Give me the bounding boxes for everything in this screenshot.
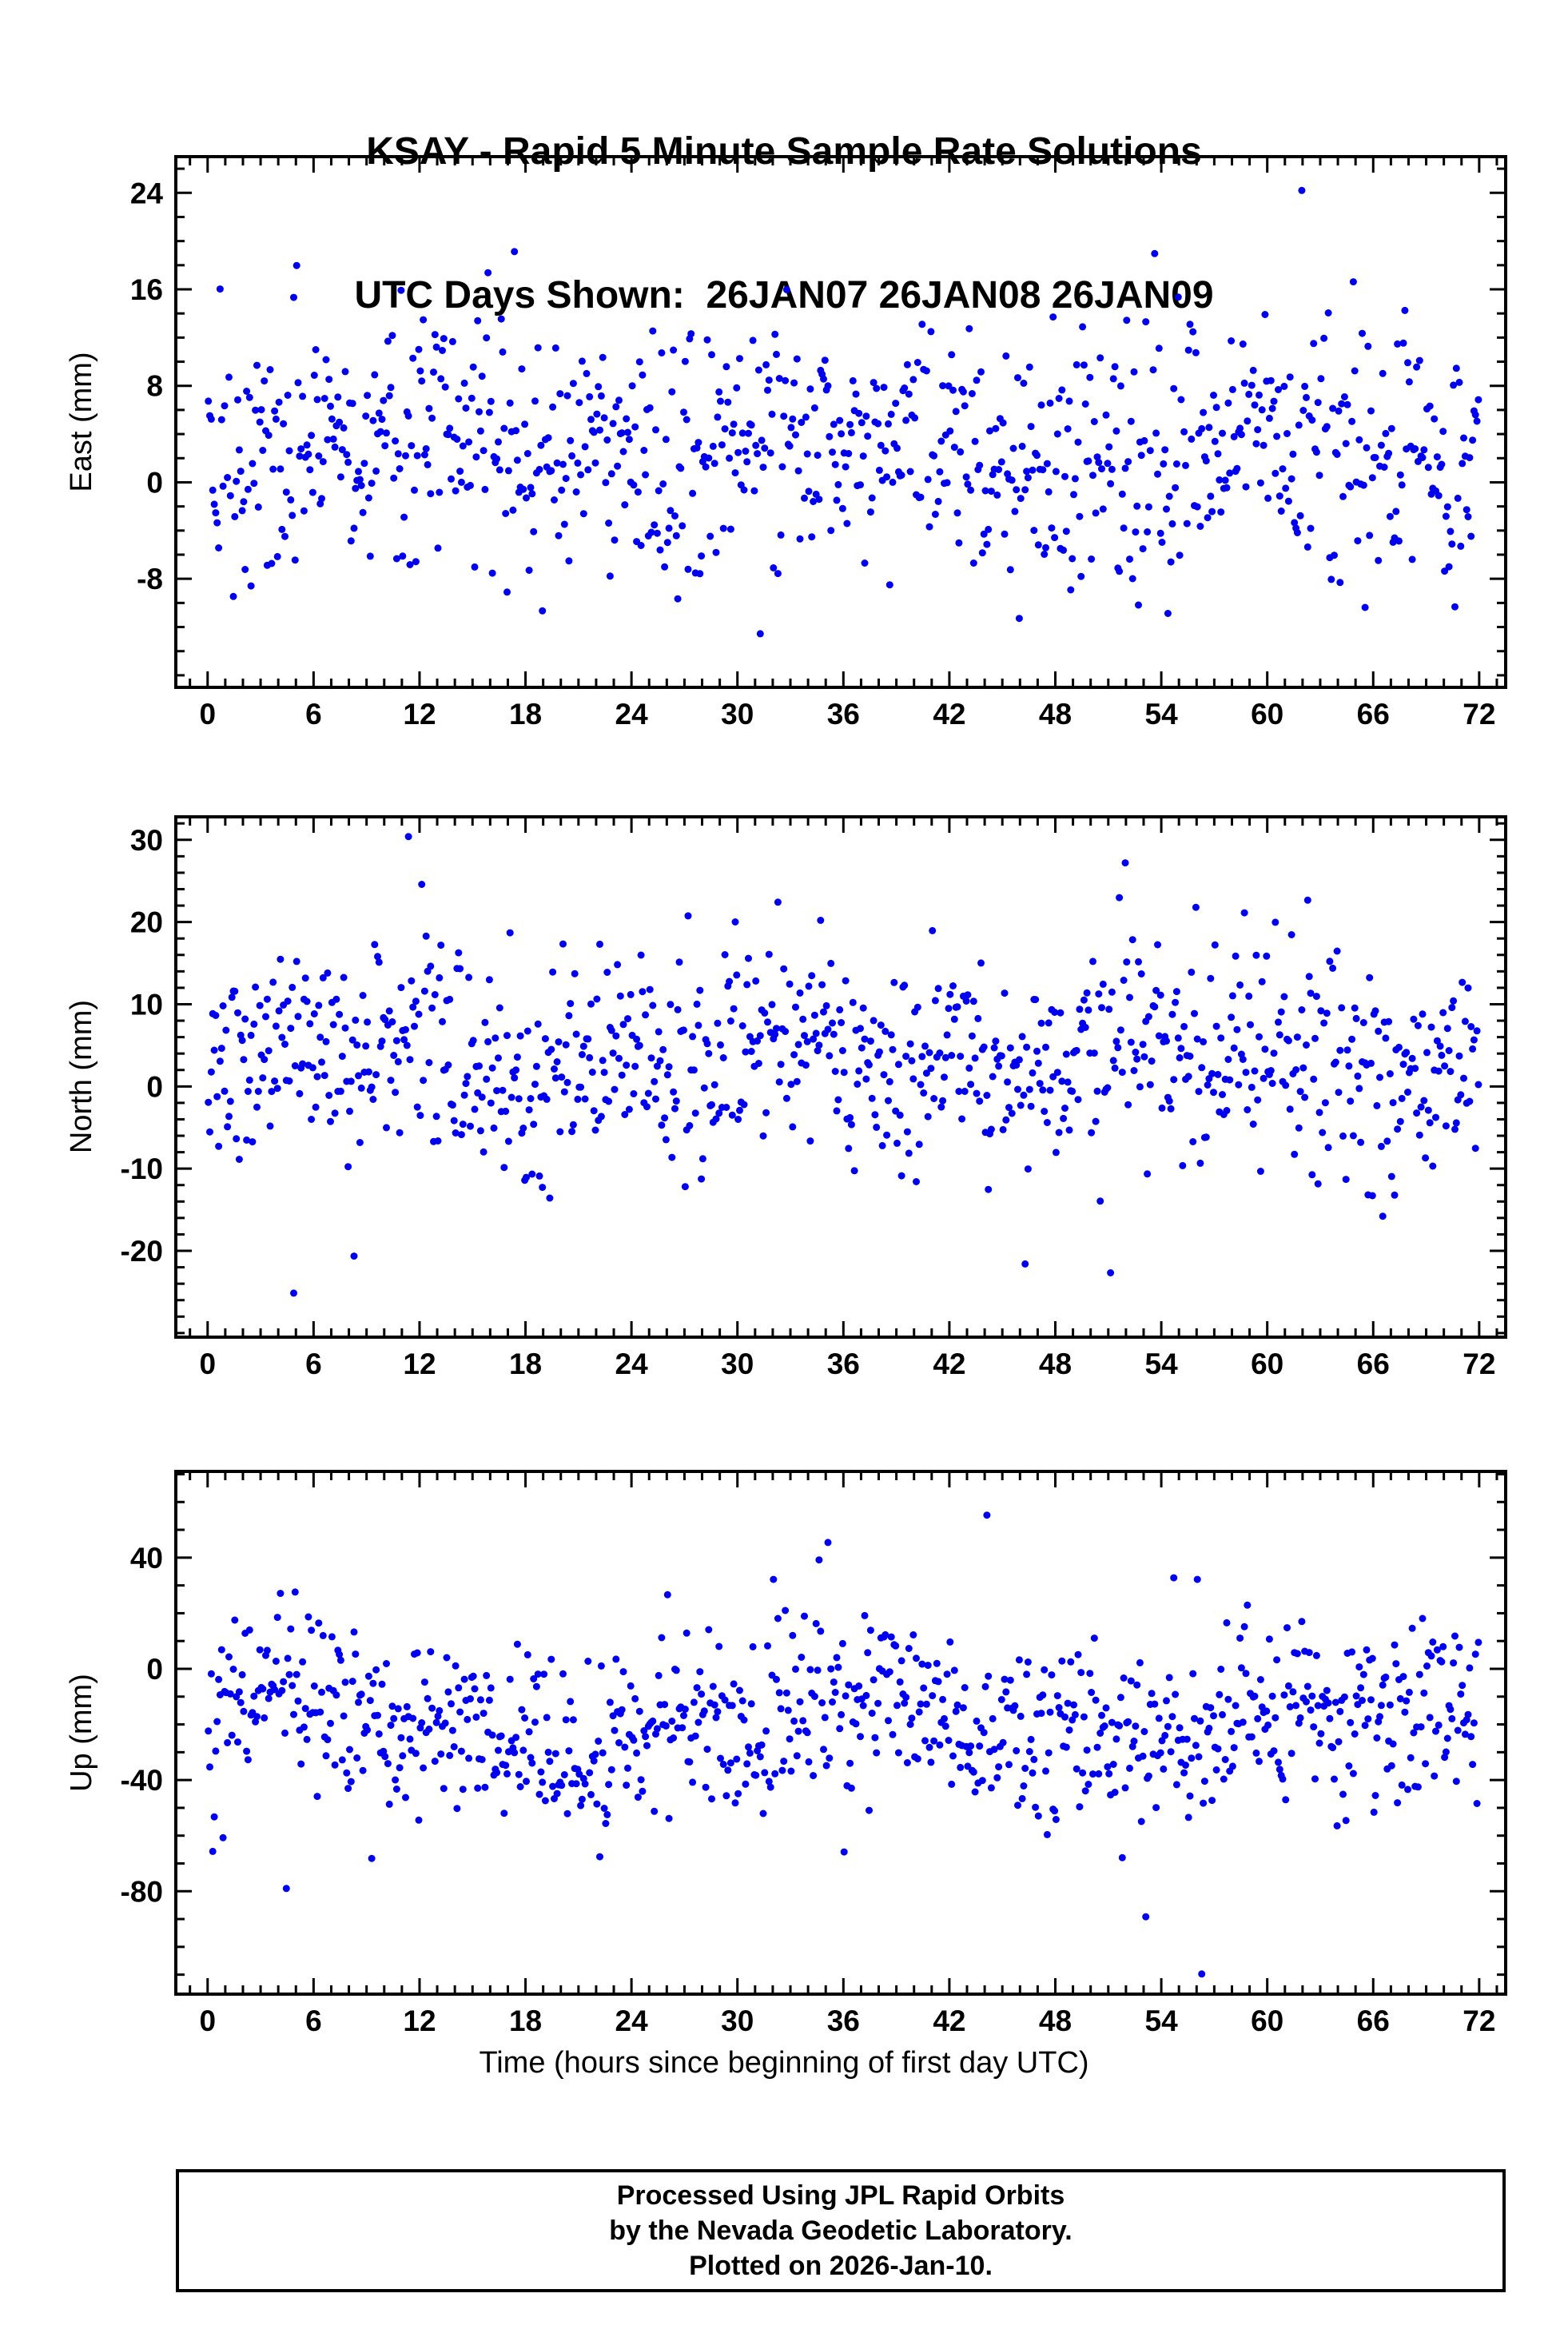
svg-text:6: 6 xyxy=(305,1348,322,1380)
svg-text:12: 12 xyxy=(403,1348,436,1380)
svg-text:30: 30 xyxy=(721,1348,754,1380)
east-panel: 0 6 12 18 24 30 36 42 48 54 60 66 72 -8 0 8 16 24 xyxy=(130,155,1507,731)
svg-text:6: 6 xyxy=(305,698,322,731)
svg-text:6: 6 xyxy=(305,2005,322,2037)
svg-text:48: 48 xyxy=(1039,2005,1072,2037)
svg-text:16: 16 xyxy=(130,273,163,306)
svg-text:12: 12 xyxy=(403,2005,436,2037)
svg-text:30: 30 xyxy=(721,698,754,731)
svg-text:36: 36 xyxy=(827,1348,860,1380)
svg-text:12: 12 xyxy=(403,698,436,731)
svg-text:42: 42 xyxy=(933,698,965,731)
svg-text:54: 54 xyxy=(1145,698,1179,731)
plot-title-line2: UTC Days Shown: 26JAN07 26JAN08 26JAN09 xyxy=(354,274,1214,317)
svg-text:36: 36 xyxy=(827,2005,860,2037)
svg-text:20: 20 xyxy=(130,906,163,939)
up-axis-label: Up (mm) xyxy=(65,1674,98,1792)
processing-note-box: Processed Using JPL Rapid Orbits by the … xyxy=(176,2169,1506,2292)
svg-text:36: 36 xyxy=(827,698,860,731)
svg-text:0: 0 xyxy=(199,2005,216,2037)
svg-text:0: 0 xyxy=(146,1653,163,1686)
svg-text:42: 42 xyxy=(933,2005,965,2037)
east-axis-label: East (mm) xyxy=(65,352,98,492)
svg-text:60: 60 xyxy=(1251,1348,1283,1380)
svg-text:24: 24 xyxy=(615,2005,649,2037)
svg-text:24: 24 xyxy=(130,177,164,209)
svg-text:24: 24 xyxy=(615,1348,649,1380)
svg-text:54: 54 xyxy=(1145,2005,1179,2037)
svg-text:48: 48 xyxy=(1039,1348,1072,1380)
svg-text:18: 18 xyxy=(509,698,542,731)
svg-text:72: 72 xyxy=(1463,2005,1495,2037)
svg-text:0: 0 xyxy=(146,466,163,499)
plot-title: KSAY - Rapid 5 Minute Sample Rate Soluti… xyxy=(0,32,1568,416)
svg-text:-40: -40 xyxy=(121,1764,163,1797)
up-panel: 0 6 12 18 24 30 36 42 48 54 60 66 72 -80 -40 0 40 xyxy=(121,1470,1507,2037)
svg-text:54: 54 xyxy=(1145,1348,1179,1380)
svg-text:8: 8 xyxy=(146,370,163,403)
north-panel: 0 6 12 18 24 30 36 42 48 54 60 66 72 -20 -10 0 10 20 30 xyxy=(121,815,1507,1380)
svg-text:0: 0 xyxy=(199,1348,216,1380)
svg-text:10: 10 xyxy=(130,988,163,1021)
time-axis-label: Time (hours since beginning of first day… xyxy=(479,2046,1089,2080)
svg-text:-10: -10 xyxy=(121,1153,163,1185)
processing-note-line3: Plotted on 2026-Jan-10. xyxy=(689,2251,993,2281)
svg-text:66: 66 xyxy=(1357,1348,1390,1380)
svg-text:72: 72 xyxy=(1463,1348,1495,1380)
svg-text:24: 24 xyxy=(615,698,649,731)
svg-text:30: 30 xyxy=(721,2005,754,2037)
svg-text:30: 30 xyxy=(130,824,163,857)
svg-text:66: 66 xyxy=(1357,698,1390,731)
svg-text:-80: -80 xyxy=(121,1875,163,1908)
svg-text:66: 66 xyxy=(1357,2005,1390,2037)
north-axis-label: North (mm) xyxy=(65,999,98,1154)
svg-text:-20: -20 xyxy=(121,1235,163,1268)
plot-title-line1: KSAY - Rapid 5 Minute Sample Rate Soluti… xyxy=(366,130,1202,173)
svg-text:60: 60 xyxy=(1251,698,1283,731)
svg-text:-8: -8 xyxy=(137,563,163,595)
svg-text:60: 60 xyxy=(1251,2005,1283,2037)
svg-text:72: 72 xyxy=(1463,698,1495,731)
svg-text:18: 18 xyxy=(509,1348,542,1380)
svg-text:0: 0 xyxy=(199,698,216,731)
svg-text:18: 18 xyxy=(509,2005,542,2037)
svg-text:42: 42 xyxy=(933,1348,965,1380)
svg-text:0: 0 xyxy=(146,1070,163,1103)
svg-text:40: 40 xyxy=(130,1542,163,1575)
processing-note-line1: Processed Using JPL Rapid Orbits xyxy=(616,2180,1065,2211)
svg-text:48: 48 xyxy=(1039,698,1072,731)
processing-note-line2: by the Nevada Geodetic Laboratory. xyxy=(609,2216,1073,2246)
